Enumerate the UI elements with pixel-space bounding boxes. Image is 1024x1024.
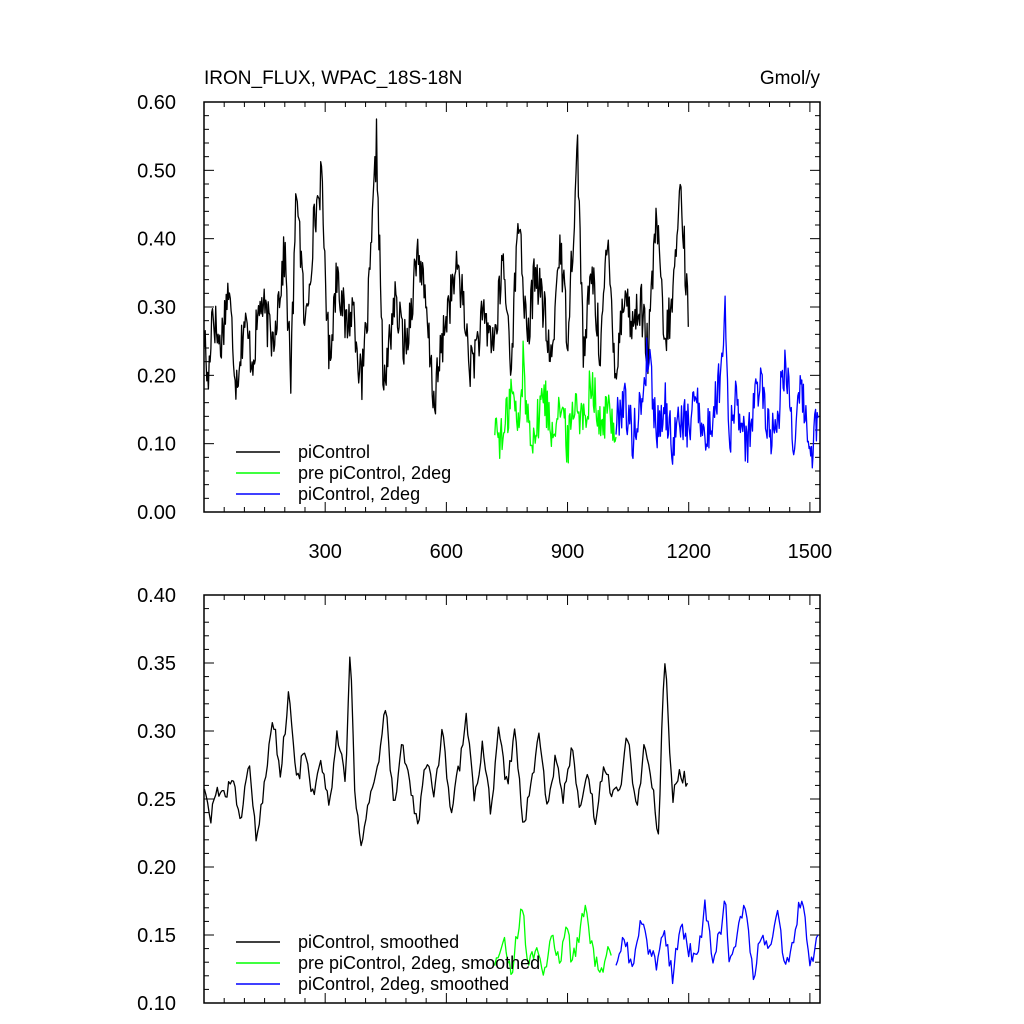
y-tick-label: 0.30 bbox=[137, 721, 176, 743]
x-tick-label: 1200 bbox=[666, 541, 711, 563]
axis-ticks: 0.00 0.10 0.20 0.30 0.40 0.50 0.60 300 600 900 120… bbox=[137, 92, 832, 563]
y-tick-label: 0.00 bbox=[137, 502, 176, 524]
y-tick-label: 0.60 bbox=[137, 92, 176, 114]
x-tick-label: 900 bbox=[551, 541, 584, 563]
legend-label: pre piControl, 2deg, smoothed bbox=[298, 953, 540, 973]
legend-label: piControl, 2deg, smoothed bbox=[298, 974, 509, 994]
y-tick-label: 0.25 bbox=[137, 789, 176, 811]
y-tick-label: 0.50 bbox=[137, 160, 176, 182]
legend-label: piControl, smoothed bbox=[298, 932, 459, 952]
series-line-2 bbox=[615, 899, 819, 985]
axis-ticks: 0.10 0.15 0.20 0.25 0.30 0.35 0.40 bbox=[137, 585, 820, 1015]
y-tick-label: 0.40 bbox=[137, 229, 176, 251]
y-tick-label: 0.20 bbox=[137, 365, 176, 387]
y-tick-label: 0.15 bbox=[137, 925, 176, 947]
series-line-1 bbox=[494, 904, 612, 976]
y-tick-label: 0.30 bbox=[137, 297, 176, 319]
series-group bbox=[203, 118, 819, 469]
y-tick-label: 0.10 bbox=[137, 993, 176, 1015]
legend-label: piControl bbox=[298, 442, 370, 462]
bottom-panel: 0.10 0.15 0.20 0.25 0.30 0.35 0.40 piControl, … bbox=[137, 585, 821, 1015]
y-tick-label: 0.20 bbox=[137, 857, 176, 879]
y-tick-label: 0.10 bbox=[137, 434, 176, 456]
series-line-1 bbox=[494, 340, 617, 464]
x-tick-label: 300 bbox=[308, 541, 341, 563]
series-line-2 bbox=[615, 295, 819, 469]
x-tick-label: 600 bbox=[430, 541, 463, 563]
plot-frame bbox=[203, 101, 821, 513]
legend-label: piControl, 2deg bbox=[298, 484, 420, 504]
x-tick-label: 1500 bbox=[788, 541, 833, 563]
units-label: Gmol/y bbox=[760, 68, 821, 89]
series-line-0 bbox=[203, 656, 689, 847]
y-tick-label: 0.40 bbox=[137, 585, 176, 607]
series-group bbox=[203, 656, 819, 985]
y-tick-label: 0.35 bbox=[137, 653, 176, 675]
chart-title: IRON_FLUX, WPAC_18S-18N bbox=[204, 68, 462, 89]
top-panel: IRON_FLUX, WPAC_18S-18N Gmol/y 0.000.100… bbox=[137, 68, 832, 563]
series-line-0 bbox=[203, 118, 689, 415]
legend-label: pre piControl, 2deg bbox=[298, 463, 451, 483]
